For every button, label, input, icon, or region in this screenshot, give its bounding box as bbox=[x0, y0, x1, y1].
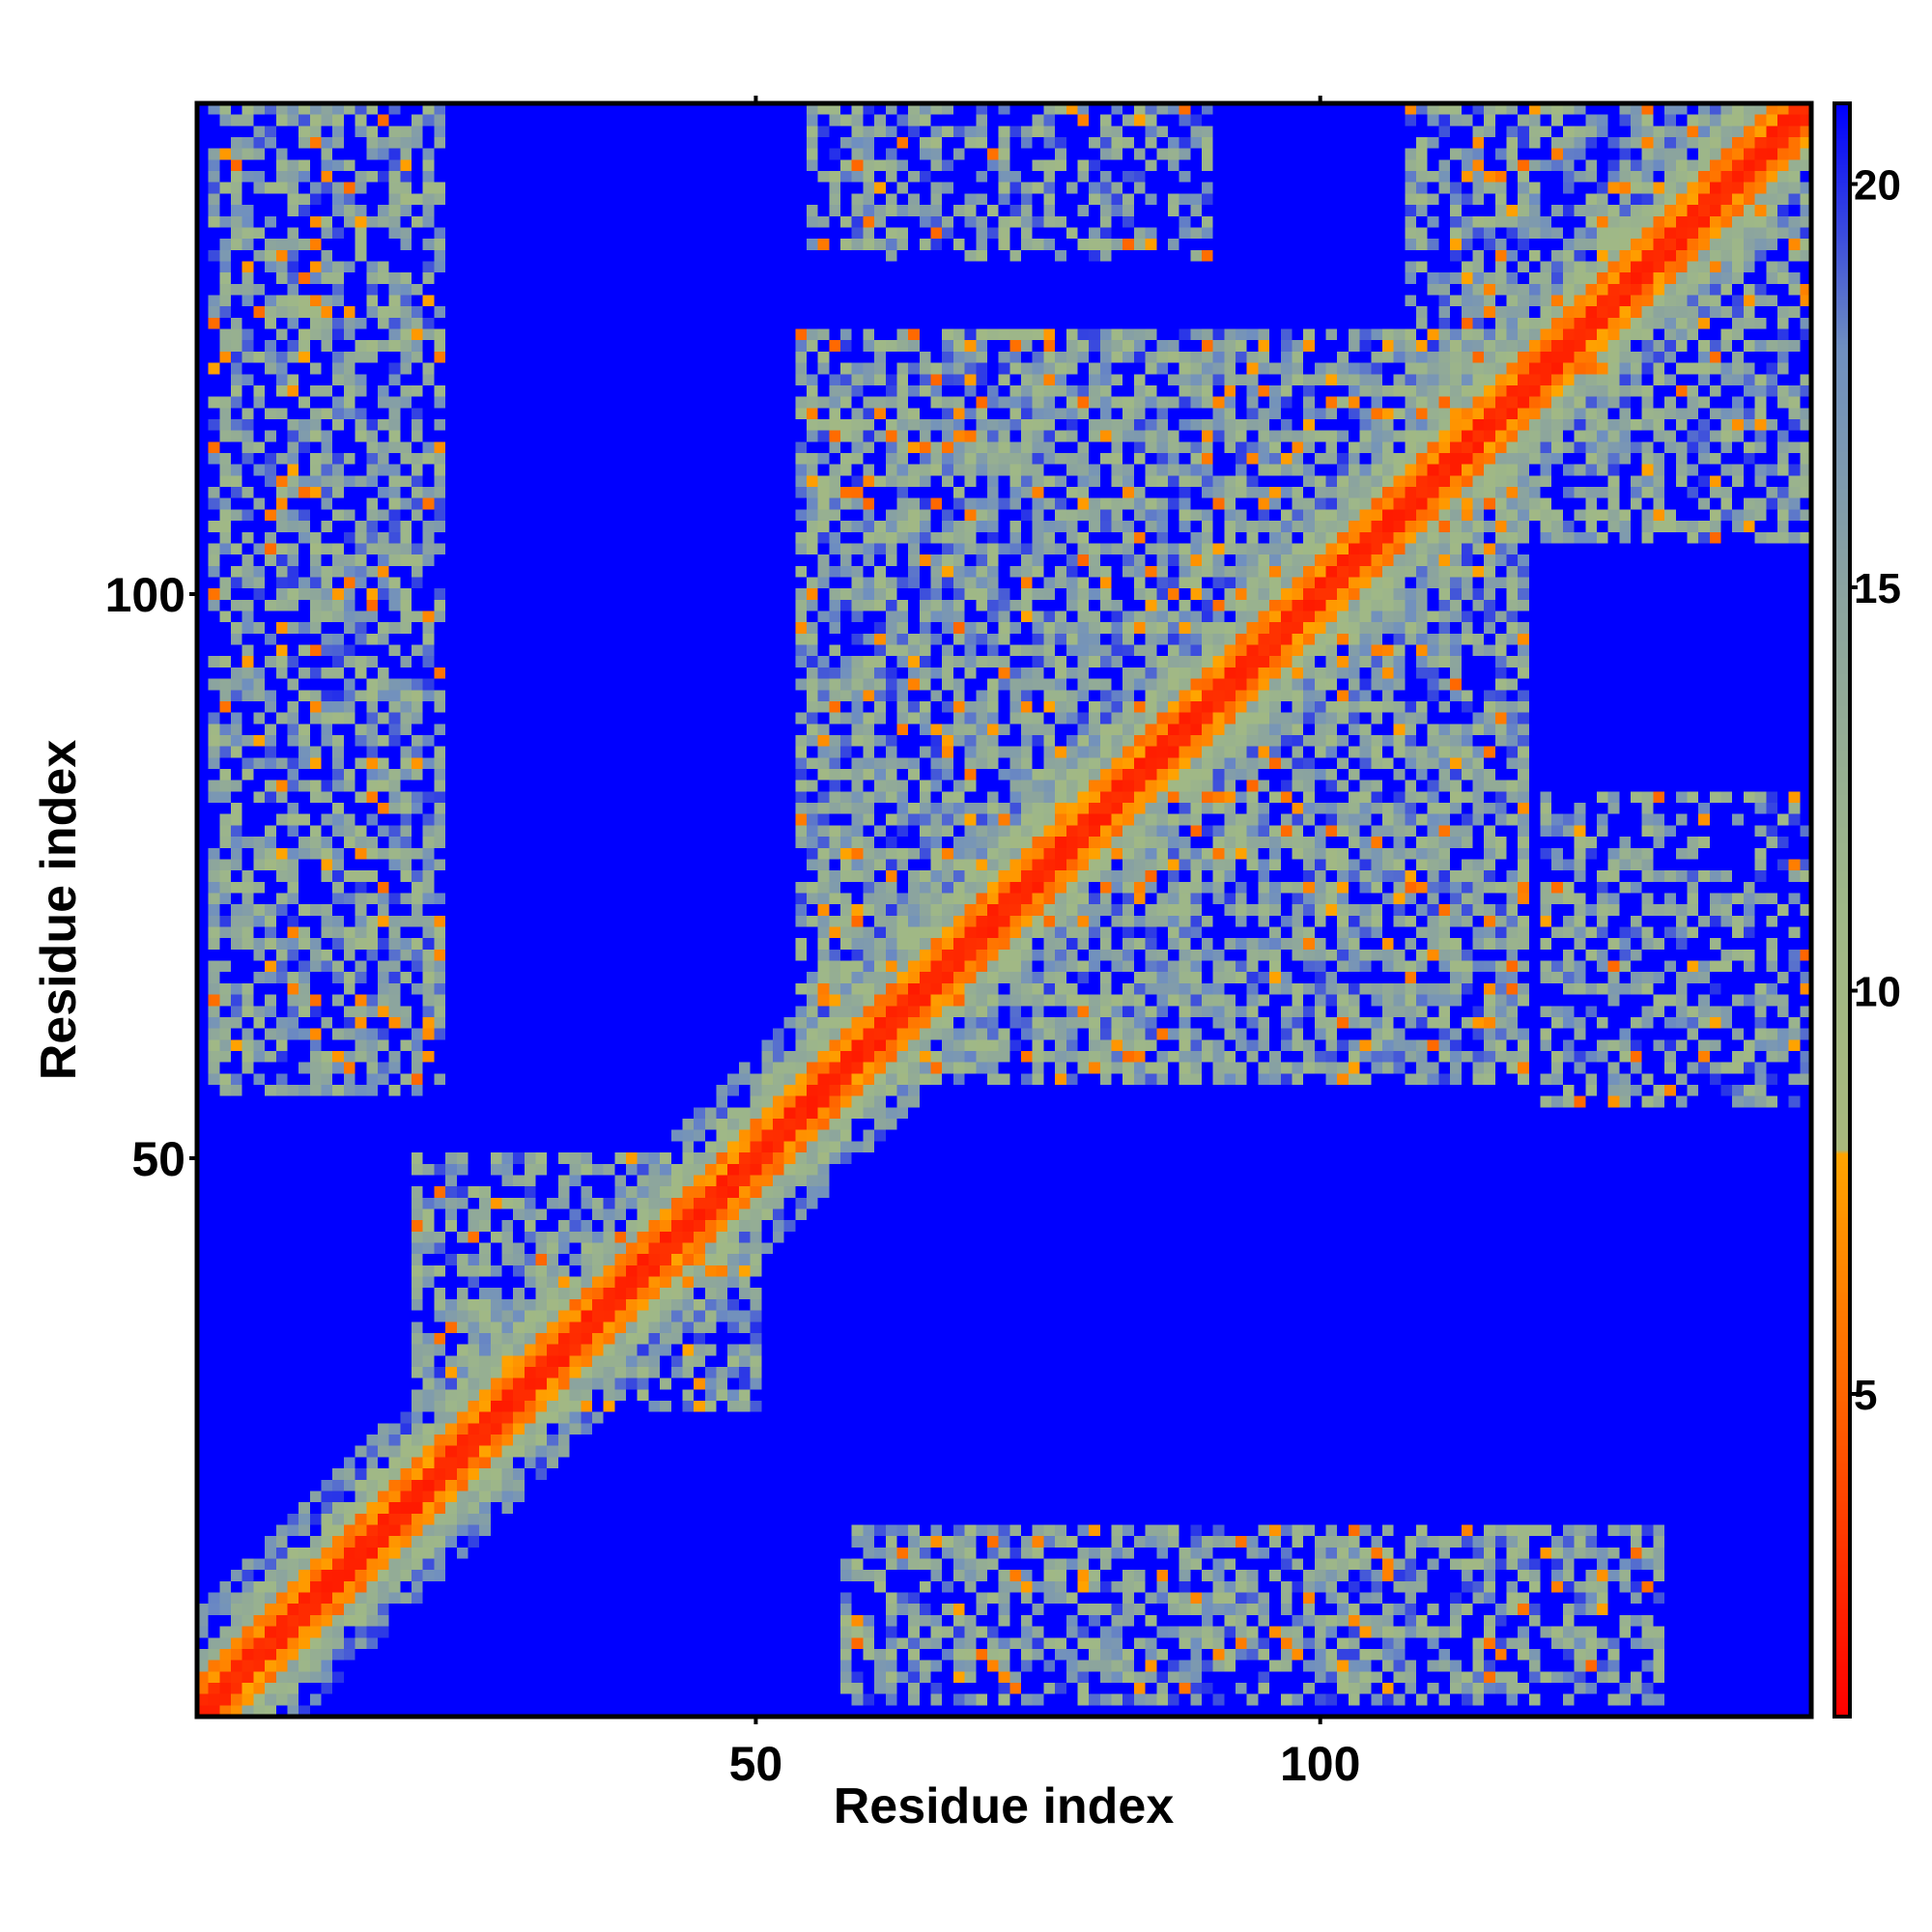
y-tick-label: 50 bbox=[131, 1132, 185, 1186]
colorbar-ticks: 5 10 15 20 bbox=[1850, 162, 1901, 1419]
colorbar-tick-label: 15 bbox=[1854, 565, 1901, 612]
colorbar-gradient bbox=[1834, 103, 1850, 1717]
y-axis-title: Residue index bbox=[31, 740, 87, 1081]
y-axis-ticks: 50 100 bbox=[105, 568, 197, 1186]
colorbar-tick-label: 10 bbox=[1854, 969, 1901, 1016]
x-axis-ticks: 50 100 bbox=[729, 96, 1360, 1791]
plot-frame bbox=[194, 100, 1814, 1719]
colorbar-tick-label: 5 bbox=[1854, 1372, 1877, 1419]
x-axis-title: Residue index bbox=[834, 1778, 1175, 1834]
colorbar-frame bbox=[1833, 101, 1852, 1719]
x-tick-label: 50 bbox=[729, 1737, 783, 1791]
colorbar-tick-label: 20 bbox=[1854, 162, 1901, 210]
y-tick-label: 100 bbox=[105, 568, 185, 622]
heatmap-cells bbox=[197, 103, 1811, 1717]
x-tick-label: 100 bbox=[1280, 1737, 1360, 1791]
